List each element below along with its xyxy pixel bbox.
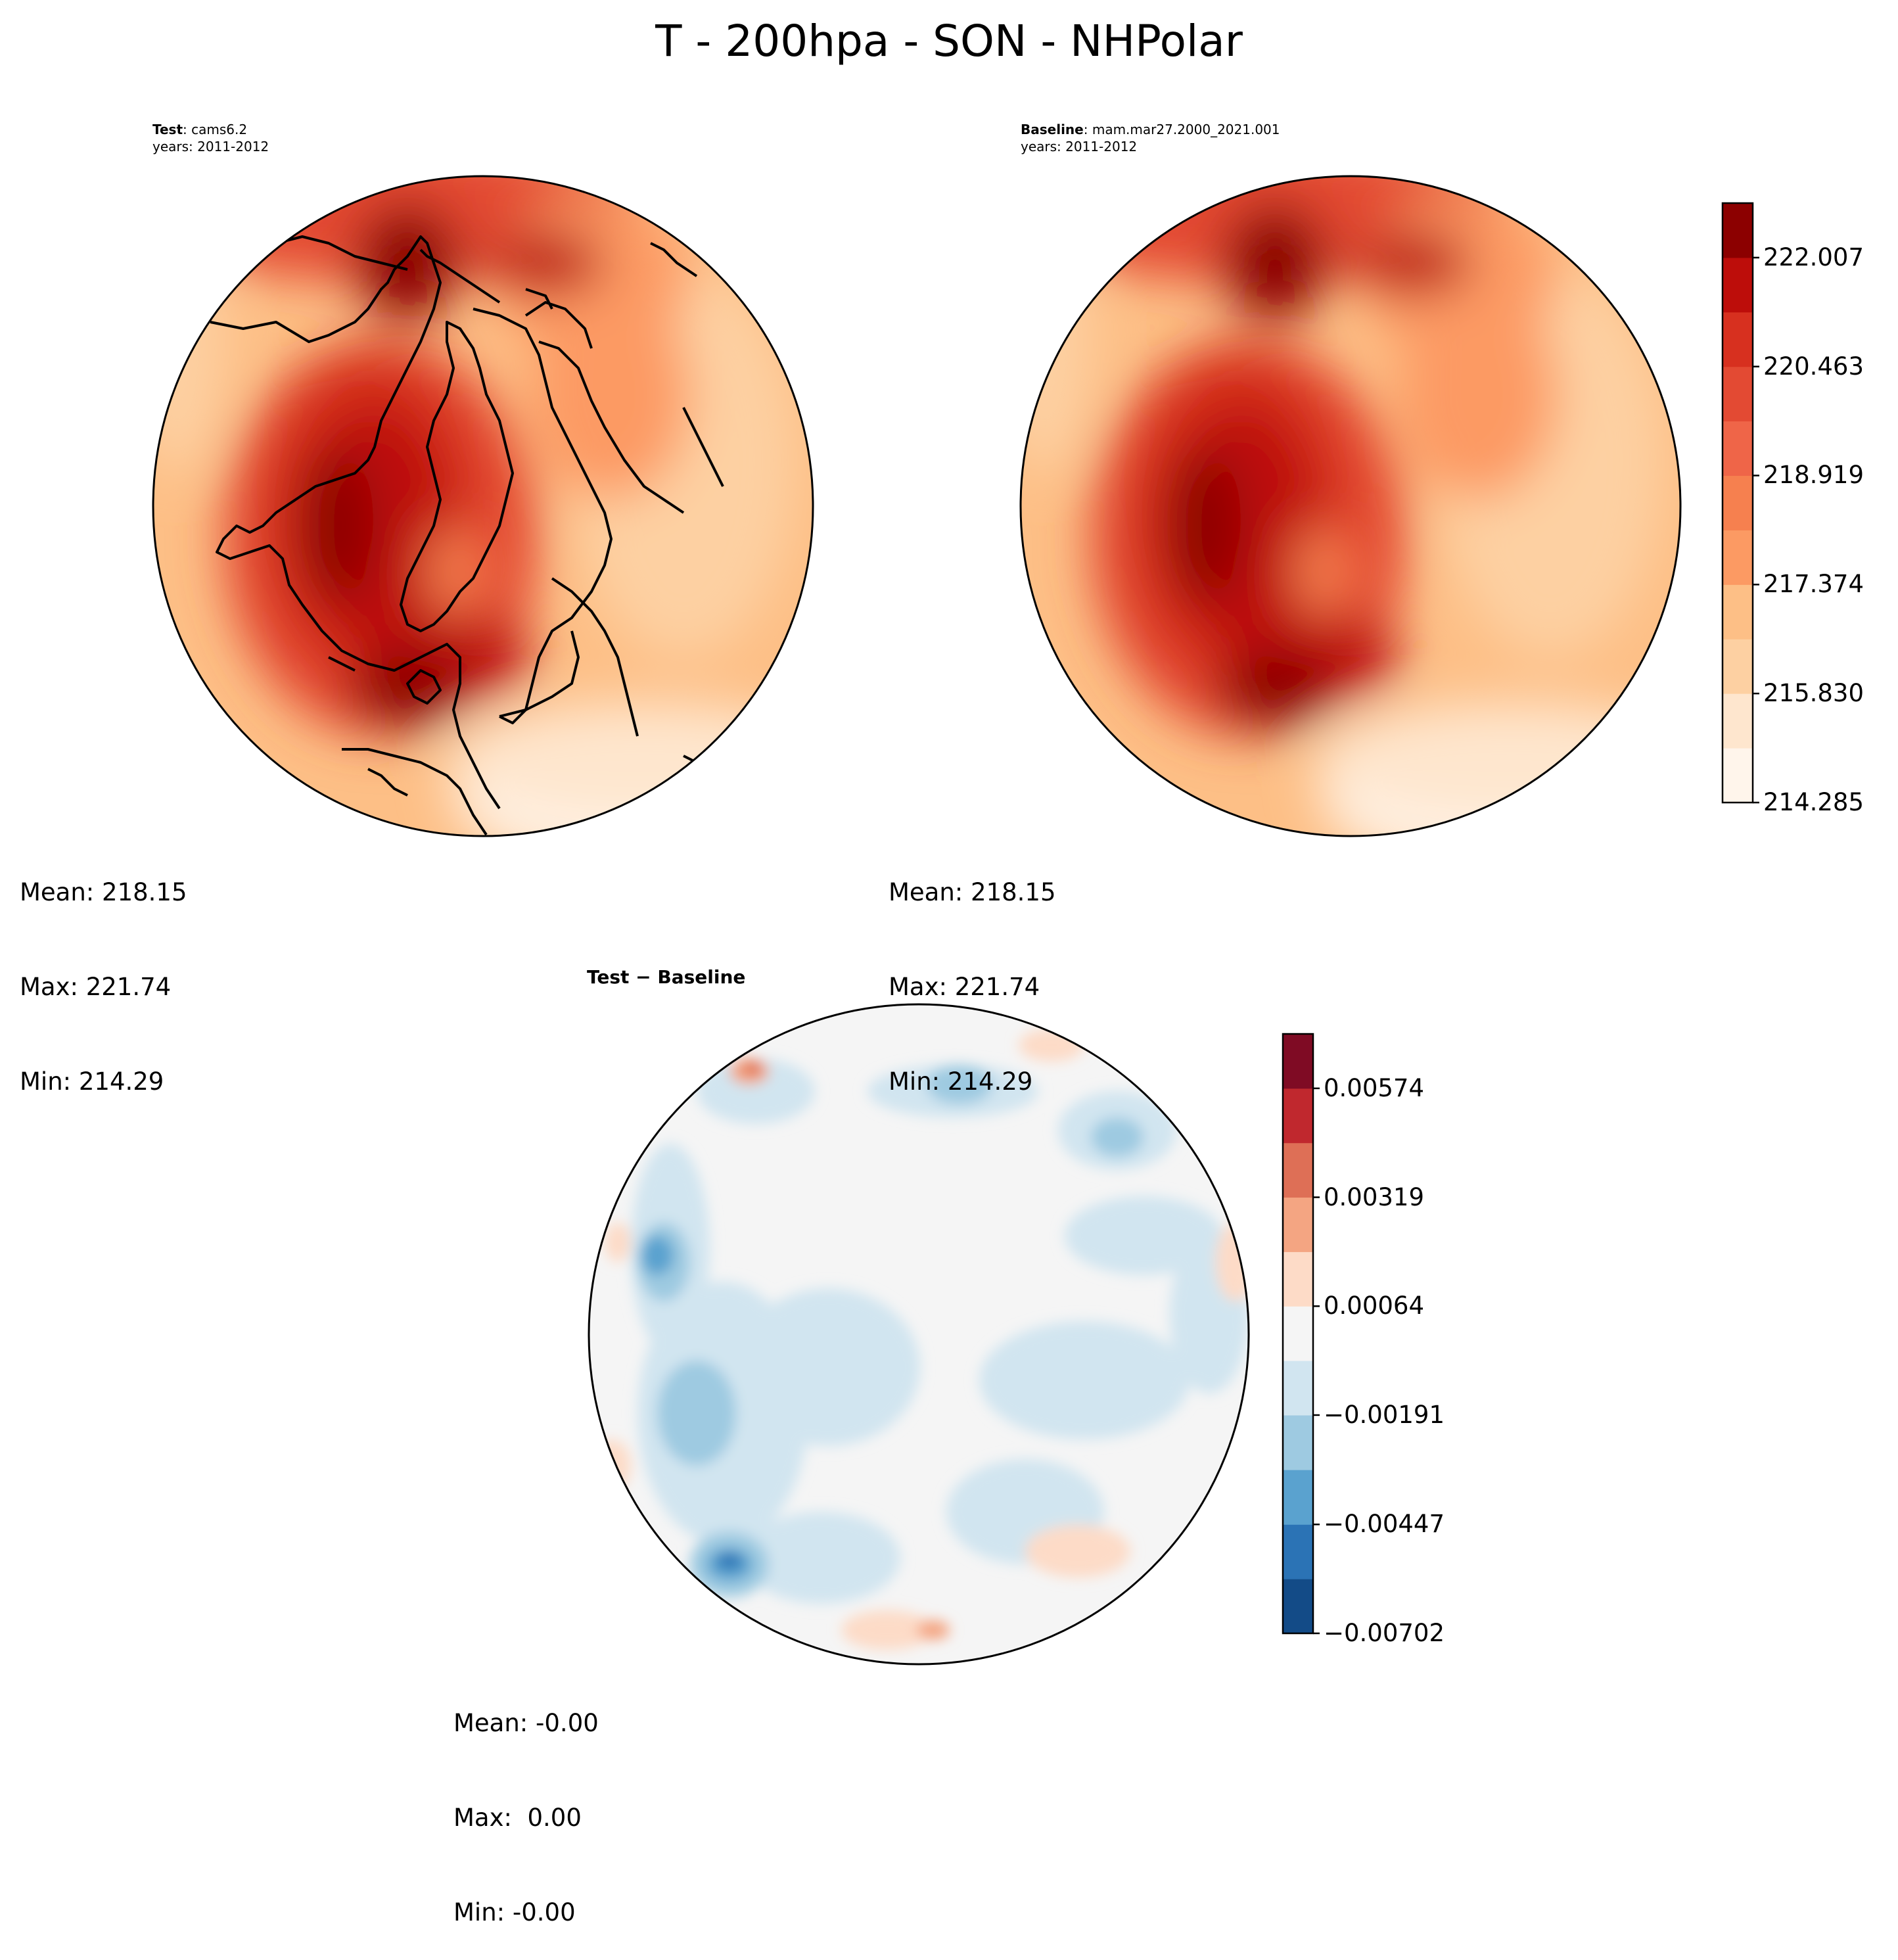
test-max: Max: 221.74 <box>20 973 172 1001</box>
colorbar-test-tick-label-3: 218.919 <box>1763 461 1864 490</box>
colorbar-test-band-10 <box>1723 203 1753 258</box>
colorbar-diff <box>1282 1033 1320 1635</box>
diff-panel-label: Test − Baseline <box>587 966 746 988</box>
colorbar-diff-band-1 <box>1283 1524 1313 1579</box>
test-years: years: 2011-2012 <box>152 139 269 154</box>
colorbar-diff-tick-label-3: 0.00064 <box>1324 1292 1425 1320</box>
colorbar-test-band-1 <box>1723 693 1753 749</box>
colorbar-diff-frame <box>1282 1033 1314 1635</box>
baseline-mean: Mean: 218.15 <box>889 878 1056 906</box>
colorbar-test-tick-label-1: 215.830 <box>1763 679 1864 708</box>
colorbar-test-baseline <box>1721 202 1759 804</box>
test-label-bold: Test <box>152 122 183 137</box>
test-map <box>152 175 814 837</box>
test-stats: Mean: 218.15 Max: 221.74 Min: 214.29 <box>20 814 187 1129</box>
colorbar-test-band-3 <box>1723 584 1753 640</box>
baseline-map <box>1019 175 1682 837</box>
baseline-min: Min: 214.29 <box>889 1067 1033 1096</box>
colorbar-diff-band-6 <box>1283 1251 1313 1307</box>
colorbar-diff-tick-label-2: −0.00191 <box>1324 1400 1445 1429</box>
colorbar-test-band-2 <box>1723 639 1753 694</box>
colorbar-diff-band-8 <box>1283 1142 1313 1198</box>
colorbar-diff-band-5 <box>1283 1306 1313 1361</box>
colorbar-test-band-6 <box>1723 421 1753 476</box>
diff-max: Max: 0.00 <box>453 1804 582 1832</box>
colorbar-test-band-9 <box>1723 257 1753 313</box>
baseline-label-bold: Baseline <box>1021 122 1084 137</box>
colorbar-diff-band-0 <box>1283 1579 1313 1634</box>
colorbar-test-band-5 <box>1723 475 1753 530</box>
diff-mean: Mean: -0.00 <box>453 1709 599 1737</box>
baseline-label-case: : mam.mar27.2000_2021.001 <box>1083 122 1280 137</box>
colorbar-test-tick-label-4: 220.463 <box>1763 352 1864 381</box>
baseline-max: Max: 221.74 <box>889 973 1040 1001</box>
figure-canvas <box>152 175 1759 1666</box>
test-label-case: : cams6.2 <box>183 122 248 137</box>
colorbar-diff-band-2 <box>1283 1470 1313 1525</box>
colorbar-diff-band-10 <box>1283 1034 1313 1089</box>
baseline-years: years: 2011-2012 <box>1021 139 1138 154</box>
colorbar-diff-tick-label-0: −0.00702 <box>1324 1619 1445 1647</box>
colorbar-diff-band-4 <box>1283 1361 1313 1416</box>
colorbar-test-tick-label-2: 217.374 <box>1763 570 1864 599</box>
colorbar-test-band-7 <box>1723 366 1753 422</box>
colorbar-diff-band-7 <box>1283 1197 1313 1252</box>
colorbar-test-band-8 <box>1723 312 1753 367</box>
diff-map <box>588 1003 1250 1666</box>
colorbar-diff-band-9 <box>1283 1088 1313 1144</box>
figure-title: T - 200hpa - SON - NHPolar <box>655 16 1243 66</box>
colorbar-diff-tick-label-1: −0.00447 <box>1324 1510 1445 1539</box>
colorbar-test-tick-label-5: 222.007 <box>1763 243 1864 271</box>
test-min: Min: 214.29 <box>20 1067 164 1096</box>
colorbar-diff-tick-label-4: 0.00319 <box>1324 1182 1425 1211</box>
test-panel-label: Test: cams6.2 <box>152 121 247 138</box>
diff-min: Min: -0.00 <box>453 1898 576 1926</box>
colorbar-test-frame <box>1721 202 1754 804</box>
test-mean: Mean: 218.15 <box>20 878 187 906</box>
colorbar-test-band-4 <box>1723 530 1753 585</box>
colorbar-diff-band-3 <box>1283 1414 1313 1470</box>
baseline-stats: Mean: 218.15 Max: 221.74 Min: 214.29 <box>889 814 1056 1129</box>
baseline-panel-label: Baseline: mam.mar27.2000_2021.001 <box>1021 121 1280 138</box>
colorbar-test-band-0 <box>1723 748 1753 803</box>
colorbar-test-tick-label-0: 214.285 <box>1763 788 1864 816</box>
diff-stats: Mean: -0.00 Max: 0.00 Min: -0.00 <box>453 1645 599 1960</box>
colorbar-diff-tick-label-5: 0.00574 <box>1324 1073 1425 1102</box>
